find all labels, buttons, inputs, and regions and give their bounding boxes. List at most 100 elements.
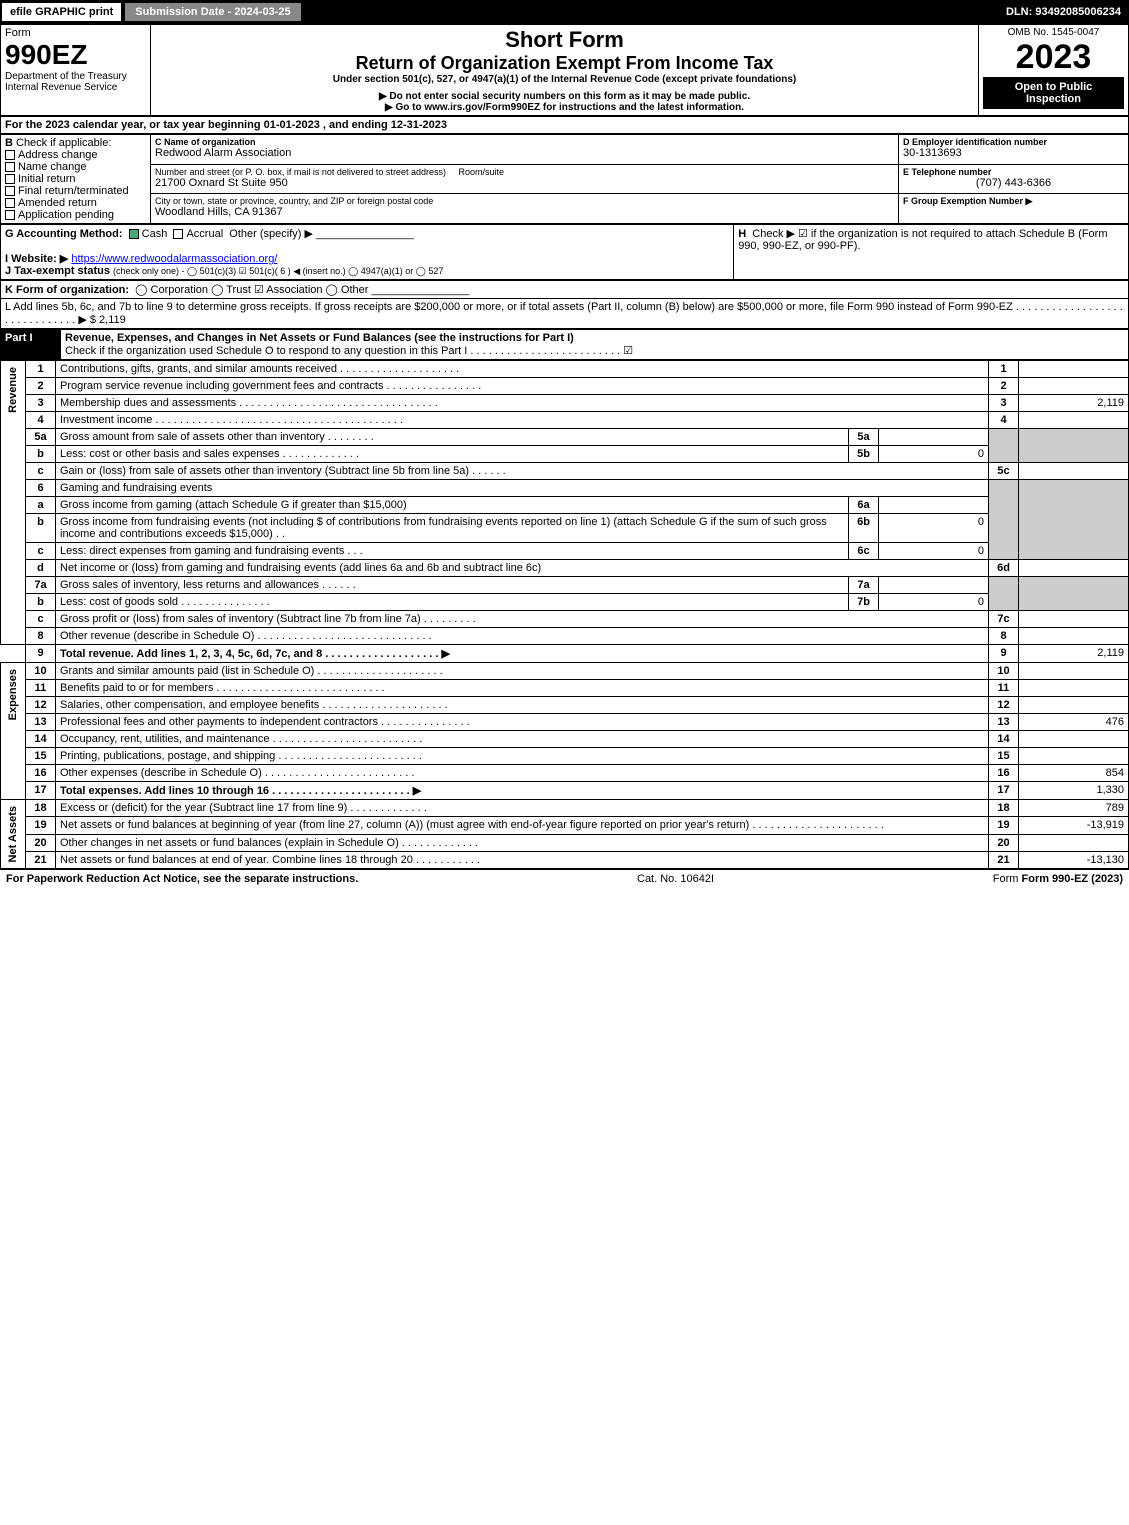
efile-link[interactable]: efile GRAPHIC print [0, 1, 123, 23]
line-9-num: 9 [26, 645, 56, 663]
line-4-val [1019, 412, 1129, 429]
part-i-label: Part I [1, 330, 61, 360]
page-footer: For Paperwork Reduction Act Notice, see … [0, 869, 1129, 888]
line-6a-num: a [26, 497, 56, 514]
line-7c-val [1019, 611, 1129, 628]
line-6b-text: Gross income from fundraising events (no… [56, 514, 849, 543]
opt-name-change: Name change [18, 161, 87, 173]
expenses-section-label: Expenses [5, 665, 21, 724]
f-group-label: F Group Exemption Number ▶ [903, 196, 1124, 207]
top-bar: efile GRAPHIC print Submission Date - 20… [0, 0, 1129, 24]
open-public: Open to Public Inspection [983, 77, 1124, 109]
line-17-text: Total expenses. Add lines 10 through 16 … [56, 782, 989, 800]
initial-return-checkbox[interactable] [5, 174, 15, 184]
line-7b-text: Less: cost of goods sold . . . . . . . .… [56, 594, 849, 611]
line-5a-text: Gross amount from sale of assets other t… [56, 429, 849, 446]
line-8-text: Other revenue (describe in Schedule O) .… [56, 628, 989, 645]
street-label: Number and street (or P. O. box, if mail… [155, 167, 446, 177]
subtitle: Under section 501(c), 527, or 4947(a)(1)… [155, 74, 974, 85]
line-10-num: 10 [26, 663, 56, 680]
line-10-text: Grants and similar amounts paid (list in… [56, 663, 989, 680]
line-5a-num: 5a [26, 429, 56, 446]
line-11-text: Benefits paid to or for members . . . . … [56, 680, 989, 697]
line-6-num: 6 [26, 480, 56, 497]
addr-change-checkbox[interactable] [5, 150, 15, 160]
amended-return-checkbox[interactable] [5, 198, 15, 208]
line-21-num: 21 [26, 852, 56, 869]
k-label: K Form of organization: [5, 284, 129, 296]
line-6c-num: c [26, 543, 56, 560]
line-14-val [1019, 731, 1129, 748]
line-19-text: Net assets or fund balances at beginning… [56, 817, 989, 834]
opt-address-change: Address change [18, 149, 98, 161]
line-4-text: Investment income . . . . . . . . . . . … [56, 412, 989, 429]
line-6b-sbox: 6b [849, 514, 879, 543]
street-value: 21700 Oxnard St Suite 950 [155, 177, 894, 189]
opt-initial-return: Initial return [18, 173, 75, 185]
city-label: City or town, state or province, country… [155, 196, 894, 206]
line-5c-val [1019, 463, 1129, 480]
line-5c-box: 5c [989, 463, 1019, 480]
website-link[interactable]: https://www.redwoodalarmassociation.org/ [71, 253, 277, 265]
phone-value: (707) 443-6366 [903, 177, 1124, 189]
line-18-num: 18 [26, 800, 56, 817]
line-19-box: 19 [989, 817, 1019, 834]
line-14-text: Occupancy, rent, utilities, and maintena… [56, 731, 989, 748]
submission-date: Submission Date - 2024-03-25 [123, 1, 302, 23]
name-change-checkbox[interactable] [5, 162, 15, 172]
line-1-box: 1 [989, 361, 1019, 378]
line-12-val [1019, 697, 1129, 714]
tax-year: 2023 [983, 38, 1124, 77]
goto-instructions[interactable]: ▶ Go to www.irs.gov/Form990EZ for instru… [155, 102, 974, 113]
line-18-box: 18 [989, 800, 1019, 817]
line-7a-sbox: 7a [849, 577, 879, 594]
form-header: Form 990EZ Department of the Treasury In… [0, 24, 1129, 116]
line-7c-num: c [26, 611, 56, 628]
b-check-label: Check if applicable: [16, 137, 111, 149]
line-13-val: 476 [1019, 714, 1129, 731]
line-17-val: 1,330 [1019, 782, 1129, 800]
line-18-val: 789 [1019, 800, 1129, 817]
form-number: 990EZ [5, 39, 146, 71]
line-7a-sval [879, 577, 989, 594]
line-1-val [1019, 361, 1129, 378]
line-1-text: Contributions, gifts, grants, and simila… [56, 361, 989, 378]
line-6c-text: Less: direct expenses from gaming and fu… [56, 543, 849, 560]
line-15-text: Printing, publications, postage, and shi… [56, 748, 989, 765]
line-6c-sbox: 6c [849, 543, 879, 560]
app-pending-checkbox[interactable] [5, 210, 15, 220]
i-label: I Website: ▶ [5, 253, 68, 265]
line-11-box: 11 [989, 680, 1019, 697]
accrual-checkbox[interactable] [173, 229, 183, 239]
footer-right: Form Form 990-EZ (2023) [993, 873, 1123, 885]
line-13-box: 13 [989, 714, 1019, 731]
opt-final-return: Final return/terminated [18, 185, 129, 197]
line-8-num: 8 [26, 628, 56, 645]
line-18-text: Excess or (deficit) for the year (Subtra… [56, 800, 989, 817]
line-11-val [1019, 680, 1129, 697]
opt-app-pending: Application pending [18, 209, 114, 221]
line-5b-sval: 0 [879, 446, 989, 463]
room-label: Room/suite [458, 167, 504, 177]
line-12-text: Salaries, other compensation, and employ… [56, 697, 989, 714]
line-6-text: Gaming and fundraising events [56, 480, 989, 497]
ssn-warning: ▶ Do not enter social security numbers o… [155, 91, 974, 102]
line-11-num: 11 [26, 680, 56, 697]
line-20-num: 20 [26, 834, 56, 851]
line-15-val [1019, 748, 1129, 765]
final-return-checkbox[interactable] [5, 186, 15, 196]
h-text: Check ▶ ☑ if the organization is not req… [738, 228, 1107, 252]
line-19-num: 19 [26, 817, 56, 834]
g-label: G Accounting Method: [5, 228, 123, 240]
line-2-num: 2 [26, 378, 56, 395]
cash-checkbox[interactable] [129, 229, 139, 239]
line-13-text: Professional fees and other payments to … [56, 714, 989, 731]
line-17-box: 17 [989, 782, 1019, 800]
line-6d-text: Net income or (loss) from gaming and fun… [56, 560, 989, 577]
line-8-box: 8 [989, 628, 1019, 645]
line-10-box: 10 [989, 663, 1019, 680]
line-14-box: 14 [989, 731, 1019, 748]
line-20-box: 20 [989, 834, 1019, 851]
line-13-num: 13 [26, 714, 56, 731]
line-6b-num: b [26, 514, 56, 543]
